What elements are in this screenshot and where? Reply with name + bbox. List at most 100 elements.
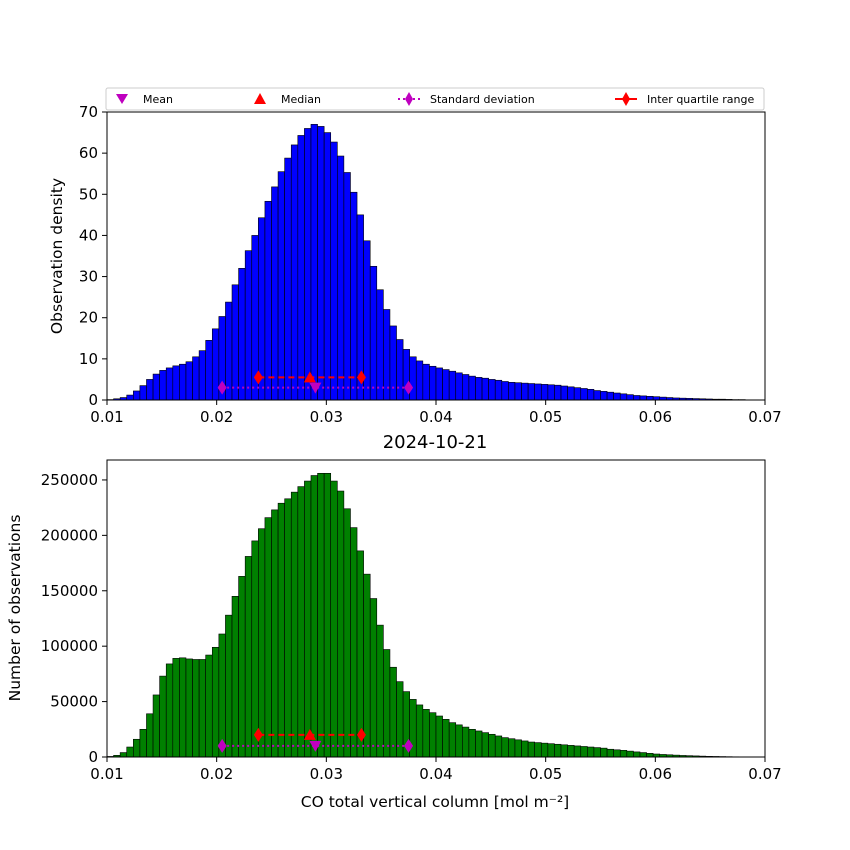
histogram-bar <box>343 508 351 758</box>
histogram-bar <box>462 374 470 401</box>
histogram-bar <box>244 556 253 758</box>
histogram-bar <box>271 509 279 758</box>
histogram-bar <box>435 715 443 758</box>
histogram-bar <box>376 624 384 758</box>
histogram-bar <box>211 328 220 401</box>
histogram-bar <box>310 124 318 401</box>
histogram-bar <box>330 480 338 758</box>
histogram-bar <box>172 658 180 758</box>
histogram-bar <box>350 191 358 401</box>
histogram-bar <box>205 340 213 401</box>
histogram-bar <box>534 383 542 401</box>
median-marker <box>303 371 316 383</box>
histogram-bar <box>540 742 549 758</box>
histogram-bar <box>429 712 437 758</box>
plot-title: 2024-10-21 <box>383 432 488 453</box>
top-plot-ylabel: Observation density <box>48 178 66 334</box>
histogram-bar <box>639 752 647 758</box>
y-tick-label: 250000 <box>41 471 98 489</box>
histogram-bar <box>389 325 397 401</box>
mean-marker <box>309 382 322 394</box>
histogram-bar <box>133 738 141 758</box>
histogram-bar <box>323 472 332 758</box>
y-tick-label: 50000 <box>50 693 98 711</box>
histogram-bar <box>192 356 200 401</box>
histogram-bar <box>383 309 391 401</box>
iqr-marker <box>356 370 366 385</box>
histogram-bar <box>567 386 575 401</box>
x-tick-label: 0.02 <box>200 765 233 783</box>
y-tick-label: 150000 <box>41 582 98 600</box>
histogram-bar <box>521 382 529 401</box>
histogram-bar <box>488 733 496 758</box>
histogram-bar <box>284 157 292 401</box>
x-axis-label: CO total vertical column [mol m⁻²] <box>301 793 569 811</box>
histogram-bar <box>218 633 226 758</box>
histogram-bar <box>646 395 654 401</box>
y-tick-label: 50 <box>79 185 98 203</box>
histogram-bar <box>593 747 601 758</box>
histogram-bar <box>540 384 549 401</box>
histogram-bar <box>126 746 134 758</box>
histogram-bar <box>290 491 299 758</box>
histogram-bar <box>139 385 147 401</box>
y-tick-label: 70 <box>79 103 98 121</box>
x-tick-label: 0.05 <box>529 765 562 783</box>
histogram-bar <box>165 367 174 401</box>
x-tick-label: 0.04 <box>419 765 452 783</box>
histogram-bar <box>455 372 463 401</box>
histogram-bar <box>244 250 253 401</box>
y-tick-label: 60 <box>79 144 98 162</box>
histogram-bar <box>554 384 562 401</box>
density-histogram-plot: Observation density 0.01 0.02 0.03 0.04 0.05… <box>48 103 782 426</box>
iqr-marker <box>356 727 366 742</box>
histogram-bar <box>508 382 516 401</box>
histogram-bar <box>462 726 470 758</box>
histogram-bar <box>633 751 641 758</box>
histogram-bar <box>606 391 614 401</box>
histogram-bar <box>290 144 299 401</box>
legend-mean-marker <box>116 94 128 104</box>
histogram-bar <box>350 527 358 758</box>
histogram-bar <box>139 728 147 758</box>
histogram-bar <box>639 395 647 401</box>
histogram-bar <box>317 472 325 758</box>
histogram-bar <box>547 743 555 758</box>
histogram-bar <box>317 126 325 401</box>
histogram-bar <box>468 728 476 758</box>
std-marker <box>217 738 227 753</box>
histogram-bar <box>580 388 588 401</box>
histogram-bar <box>567 745 575 758</box>
histogram-bar <box>376 289 384 401</box>
histogram-bar <box>613 749 621 758</box>
histogram-bar <box>633 395 641 401</box>
histogram-bars <box>106 124 766 401</box>
histogram-bar <box>310 475 318 758</box>
histogram-bar <box>626 394 634 401</box>
histogram-bar <box>277 171 285 401</box>
histogram-bar <box>481 377 489 401</box>
legend-mean-label: Mean <box>143 93 173 106</box>
histogram-bar <box>264 517 272 758</box>
histogram-bar <box>271 186 279 401</box>
histogram-bar <box>554 743 562 758</box>
histogram-bar <box>225 301 233 401</box>
histogram-bar <box>369 598 378 758</box>
histogram-bar <box>448 722 457 758</box>
x-tick-label: 0.07 <box>748 765 781 783</box>
histogram-bar <box>435 367 443 401</box>
histogram-bar <box>619 750 628 758</box>
histogram-bar <box>422 709 430 758</box>
histogram-bar <box>258 528 266 758</box>
histogram-bar <box>343 172 351 401</box>
histogram-bar <box>514 382 522 401</box>
iqr-marker <box>253 727 263 742</box>
histogram-bar <box>297 135 305 401</box>
mean-marker <box>309 740 322 752</box>
legend-std-label: Standard deviation <box>430 93 535 106</box>
histogram-bar <box>619 393 628 401</box>
legend-median-label: Median <box>281 93 321 106</box>
histogram-bar <box>119 752 128 758</box>
histogram-bar <box>488 379 496 401</box>
